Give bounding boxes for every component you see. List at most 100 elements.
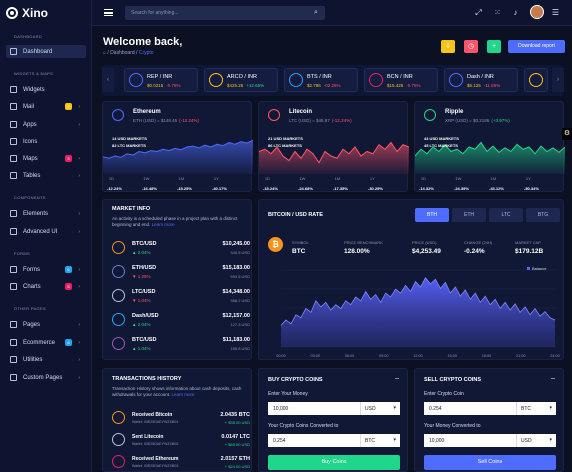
settings-gear-icon[interactable]: ⚙ xyxy=(562,128,572,140)
sidebar-item-apps[interactable]: Apps › xyxy=(6,118,86,131)
btc-stat-label: SYMBOL xyxy=(292,240,309,245)
coin-name: Litecoin xyxy=(289,109,313,115)
market-row[interactable]: BTC/USD ▲ 2.04% $10,245.00 340.5 USD xyxy=(112,238,252,260)
market-row[interactable]: Dash/USD ▲ 2.04% $12,157.00 127.3 USD xyxy=(112,310,252,332)
minus-icon[interactable]: – xyxy=(551,375,555,382)
sidebar-item-mail[interactable]: Mail 7 › xyxy=(6,100,86,113)
period-item[interactable]: 1D -14.32% xyxy=(419,176,454,191)
sidebar-item-icons[interactable]: Icons xyxy=(6,135,86,148)
avatar[interactable] xyxy=(530,5,544,19)
period-item[interactable]: 1W -24.68% xyxy=(298,176,333,191)
buy-converted-input[interactable]: 0.254 xyxy=(268,434,360,447)
learn-more-link[interactable]: Learn more xyxy=(151,222,175,227)
icons-icon xyxy=(10,138,17,145)
period-item[interactable]: 1D -12.24% xyxy=(107,176,142,191)
coin-icon xyxy=(112,289,125,302)
sidebar-item-dashboard[interactable]: Dashboard xyxy=(6,45,86,58)
download-report-button[interactable]: Download report xyxy=(508,40,565,53)
market-row[interactable]: BTC/USD ▲ 1.04% $11,183.00 165.8 USD xyxy=(112,334,252,356)
sidebar-item-tables[interactable]: Tables › xyxy=(6,169,86,182)
period-item[interactable]: 1M -43.12% xyxy=(489,176,524,191)
x-tick-label: 00:00 xyxy=(276,354,286,358)
period-item[interactable]: 1W -16.48% xyxy=(142,176,177,191)
period-item[interactable]: 1M -17.35% xyxy=(333,176,368,191)
ticker-prev-button[interactable]: ‹ xyxy=(102,68,114,92)
sidebar-item-pages[interactable]: Pages › xyxy=(6,318,86,331)
ticker-item[interactable]: BTS / INR $2.786 -02.26% xyxy=(284,68,358,92)
sidebar-item-utilities[interactable]: Utilities › xyxy=(6,353,86,366)
ticker-item-partial[interactable] xyxy=(524,68,548,92)
coin-icon xyxy=(424,109,436,121)
grid-icon[interactable]: ⁙ xyxy=(494,8,501,17)
add-button[interactable]: + xyxy=(487,40,501,53)
market-volume: 593.5 USD xyxy=(230,274,250,279)
market-row[interactable]: LTC/USD ▼ 1.04% $14,348.00 368.2 USD xyxy=(112,286,252,308)
ticker-next-button[interactable]: › xyxy=(552,68,564,92)
minus-icon[interactable]: – xyxy=(395,375,399,382)
ticker-item[interactable]: BCN / INR $15.425 -0.75% xyxy=(364,68,438,92)
sidebar-item-charts[interactable]: Charts 5 › xyxy=(6,280,86,293)
sell-coin-select[interactable]: BTC xyxy=(516,402,556,415)
menu-toggle-icon[interactable] xyxy=(104,9,113,16)
period-item[interactable]: 1Y -50.34% xyxy=(524,176,559,191)
breadcrumb-dashboard[interactable]: / Dashboard / xyxy=(107,50,138,56)
ticker-item[interactable]: ARCO / INR $425.25 +12.65% xyxy=(204,68,278,92)
sell-converted-input[interactable]: 10,000 xyxy=(424,434,516,447)
download-small-button[interactable]: ⇩ xyxy=(441,40,455,53)
market-pair: Dash/USD xyxy=(132,313,159,319)
x-tick-label: 21:00 xyxy=(516,354,526,358)
tab-btg[interactable]: BTG xyxy=(526,208,560,222)
chevron-right-icon: › xyxy=(78,104,80,110)
sidebar-item-forms[interactable]: Forms 6 › xyxy=(6,263,86,276)
buy-coin-select[interactable]: BTC xyxy=(360,434,400,447)
menu-icon[interactable]: ☰ xyxy=(551,8,560,17)
period-item[interactable]: 1Y -40.17% xyxy=(212,176,247,191)
sidebar-section-dashboard: DASHBOARD xyxy=(14,34,43,39)
market-row[interactable]: ETH/USD ▼ 1.25% $15,183.00 593.5 USD xyxy=(112,262,252,284)
sidebar-item-widgets[interactable]: Widgets xyxy=(6,83,86,96)
brand[interactable]: Xino xyxy=(6,6,48,20)
ticker-item[interactable]: REP / INR $0.0215 -0.78% xyxy=(124,68,198,92)
sell-coin-input[interactable]: 0.254 xyxy=(424,402,516,415)
period-item[interactable]: 1W -24.39% xyxy=(454,176,489,191)
buy-money-input[interactable]: 10,000 xyxy=(268,402,360,415)
transaction-row[interactable]: Received Bitcoin Wallet: 03E25DAEYWZXB01 2… xyxy=(112,409,252,431)
sell-currency-select[interactable]: USD xyxy=(516,434,556,447)
search-input[interactable]: Search for anything... ⌕ xyxy=(125,6,325,20)
transaction-row[interactable]: Received Ethereum Wallet: 03E25DAEYWZXB03… xyxy=(112,453,252,472)
sidebar-item-ecommerce[interactable]: Ecommerce 6 › xyxy=(6,336,86,349)
x-tick-label: 09:00 xyxy=(379,354,389,358)
fullscreen-icon[interactable]: ⤢ xyxy=(475,8,482,17)
transactions-card: TRANSACTIONS HISTORY Transaction History… xyxy=(102,368,252,472)
market-volume: 165.8 USD xyxy=(230,346,250,351)
sell-coins-button[interactable]: Sell Coins xyxy=(424,455,556,470)
sidebar-item-custom-pages[interactable]: Custom Pages › xyxy=(6,371,86,384)
period-item[interactable]: 1D -15.24% xyxy=(263,176,298,191)
market-pair: BTC/USD xyxy=(132,241,157,247)
transactions-learn-more-link[interactable]: Learn more xyxy=(171,392,195,397)
coin-name: Ripple xyxy=(445,109,464,115)
sidebar-item-advanced-ui[interactable]: Advanced UI › xyxy=(6,225,86,238)
tab-eth[interactable]: ETH xyxy=(452,208,486,222)
ticker-item[interactable]: Dash / INR $5.125 -11.85% xyxy=(444,68,518,92)
buy-coins-button[interactable]: Buy Coins xyxy=(268,455,400,470)
sidebar-item-maps[interactable]: Maps 3 › xyxy=(6,152,86,165)
transaction-amount: 2.0435 BTC xyxy=(220,412,250,418)
transaction-row[interactable]: Sent Litecoin Wallet: 03E25DAEYWZXB02 0.01… xyxy=(112,431,252,453)
tab-bth[interactable]: BTH xyxy=(415,208,449,222)
ticker-price-value: $15.425 xyxy=(387,83,404,88)
sidebar-item-elements[interactable]: Elements › xyxy=(6,207,86,220)
advanced-ui-icon xyxy=(10,228,17,235)
transactions-desc: Transaction History shows information ab… xyxy=(112,386,242,397)
period-item[interactable]: 1Y -30.25% xyxy=(368,176,403,191)
coin-icon xyxy=(112,433,125,446)
period-label: 1M xyxy=(178,176,185,181)
bell-icon[interactable]: ♪ xyxy=(513,8,518,17)
period-item[interactable]: 1M -15.25% xyxy=(177,176,212,191)
tab-ltc[interactable]: LTC xyxy=(489,208,523,222)
alarm-button[interactable]: ◷ xyxy=(464,40,478,53)
buy-currency-select[interactable]: USD xyxy=(360,402,400,415)
period-value: -15.24% xyxy=(263,186,278,191)
home-icon[interactable]: ⌂ xyxy=(103,50,107,56)
search-icon[interactable]: ⌕ xyxy=(314,9,318,16)
